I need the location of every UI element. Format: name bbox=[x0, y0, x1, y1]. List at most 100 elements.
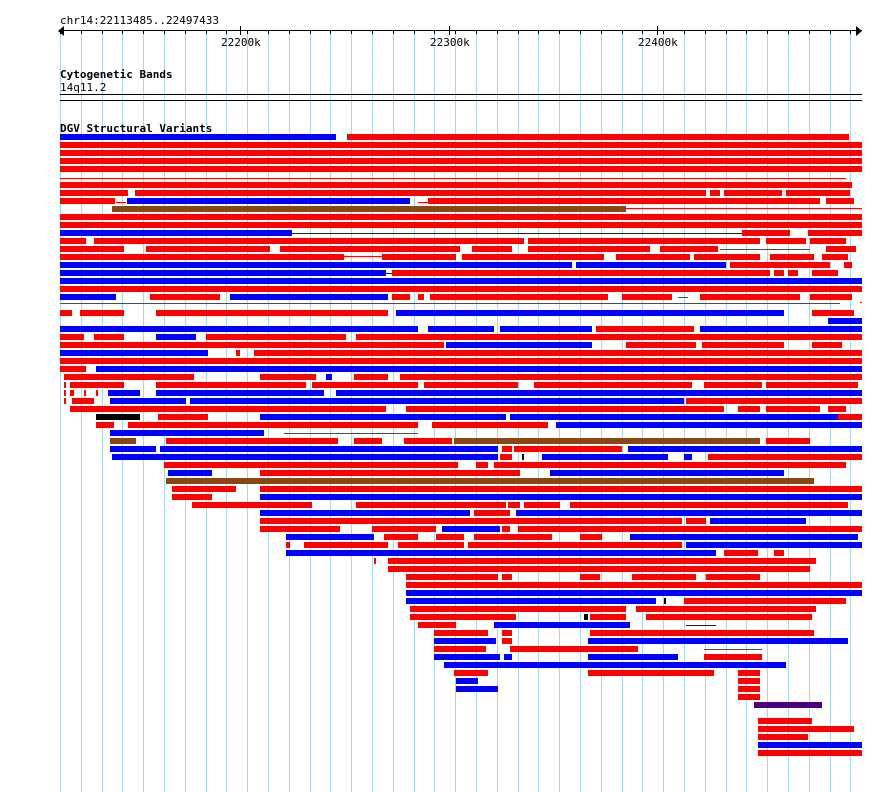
variant-feature[interactable] bbox=[626, 342, 696, 348]
variant-feature[interactable] bbox=[442, 526, 500, 532]
variant-feature[interactable] bbox=[96, 414, 140, 420]
variant-feature[interactable] bbox=[64, 374, 194, 380]
variant-feature[interactable] bbox=[788, 270, 798, 276]
variant-feature[interactable] bbox=[388, 558, 816, 564]
variant-feature[interactable] bbox=[766, 438, 810, 444]
variant-feature[interactable] bbox=[444, 662, 786, 668]
variant-feature[interactable] bbox=[580, 534, 602, 540]
variant-feature[interactable] bbox=[686, 518, 706, 524]
variant-feature[interactable] bbox=[254, 350, 862, 356]
variant-feature[interactable] bbox=[766, 382, 858, 388]
variant-feature[interactable] bbox=[110, 430, 264, 436]
variant-feature[interactable] bbox=[838, 414, 862, 420]
variant-feature[interactable] bbox=[738, 686, 760, 692]
variant-feature[interactable] bbox=[230, 294, 388, 300]
variant-feature[interactable] bbox=[372, 526, 436, 532]
variant-feature[interactable] bbox=[94, 334, 124, 340]
variant-feature[interactable] bbox=[630, 534, 858, 540]
variant-feature[interactable] bbox=[758, 742, 862, 748]
variant-feature[interactable] bbox=[528, 238, 760, 244]
variant-feature[interactable] bbox=[60, 262, 572, 268]
variant-feature[interactable] bbox=[356, 502, 506, 508]
variant-feature[interactable] bbox=[766, 406, 820, 412]
variant-feature[interactable] bbox=[456, 678, 478, 684]
variant-feature[interactable] bbox=[392, 294, 410, 300]
variant-feature[interactable] bbox=[400, 374, 862, 380]
variant-feature[interactable] bbox=[206, 334, 346, 340]
variant-feature[interactable] bbox=[502, 526, 510, 532]
variant-feature[interactable] bbox=[260, 470, 520, 476]
variant-feature[interactable] bbox=[684, 454, 692, 460]
variant-feature[interactable] bbox=[60, 278, 862, 284]
variant-feature[interactable] bbox=[160, 446, 498, 452]
variant-feature[interactable] bbox=[660, 246, 718, 252]
variant-feature[interactable] bbox=[502, 630, 512, 636]
variant-feature[interactable] bbox=[588, 654, 678, 660]
variant-feature[interactable] bbox=[702, 342, 784, 348]
dgv-track-title[interactable]: DGV Structural Variants bbox=[60, 122, 213, 135]
variant-feature[interactable] bbox=[70, 390, 74, 396]
variant-feature[interactable] bbox=[260, 374, 316, 380]
variant-feature[interactable] bbox=[502, 446, 512, 452]
variant-feature[interactable] bbox=[406, 598, 656, 604]
variant-feature[interactable] bbox=[60, 198, 115, 204]
variant-feature[interactable] bbox=[110, 398, 186, 404]
variant-feature[interactable] bbox=[347, 134, 849, 140]
variant-feature[interactable] bbox=[428, 198, 820, 204]
variant-feature[interactable] bbox=[822, 254, 848, 260]
variant-feature[interactable] bbox=[434, 630, 488, 636]
variant-feature[interactable] bbox=[534, 382, 692, 388]
variant-feature[interactable] bbox=[286, 550, 716, 556]
variant-feature[interactable] bbox=[166, 438, 338, 444]
variant-feature[interactable] bbox=[418, 294, 424, 300]
variant-feature[interactable] bbox=[164, 462, 458, 468]
variant-feature[interactable] bbox=[812, 310, 854, 316]
variant-feature[interactable] bbox=[135, 190, 706, 196]
variant-feature[interactable] bbox=[60, 230, 292, 236]
variant-feature[interactable] bbox=[398, 542, 464, 548]
variant-feature[interactable] bbox=[616, 254, 690, 260]
variant-feature[interactable] bbox=[474, 510, 510, 516]
variant-feature[interactable] bbox=[80, 310, 124, 316]
variant-feature[interactable] bbox=[556, 422, 862, 428]
variant-feature[interactable] bbox=[434, 638, 496, 644]
variant-feature[interactable] bbox=[710, 518, 806, 524]
variant-feature[interactable] bbox=[826, 246, 856, 252]
variant-feature[interactable] bbox=[280, 246, 460, 252]
variant-feature[interactable] bbox=[128, 422, 418, 428]
variant-feature[interactable] bbox=[192, 502, 312, 508]
variant-feature[interactable] bbox=[636, 606, 816, 612]
variant-feature[interactable] bbox=[60, 134, 336, 140]
variant-feature[interactable] bbox=[60, 150, 862, 156]
variant-feature[interactable] bbox=[428, 326, 494, 332]
variant-feature[interactable] bbox=[754, 702, 822, 708]
variant-feature[interactable] bbox=[528, 246, 650, 252]
variant-feature[interactable] bbox=[472, 246, 512, 252]
cytoband-track-title[interactable]: Cytogenetic Bands bbox=[60, 68, 173, 81]
variant-feature[interactable] bbox=[704, 654, 762, 660]
variant-feature[interactable] bbox=[60, 334, 84, 340]
variant-feature[interactable] bbox=[60, 238, 86, 244]
variant-feature[interactable] bbox=[96, 422, 114, 428]
variant-feature[interactable] bbox=[172, 486, 236, 492]
variant-feature[interactable] bbox=[60, 310, 72, 316]
variant-feature[interactable] bbox=[418, 622, 456, 628]
variant-feature[interactable] bbox=[96, 390, 98, 396]
variant-feature[interactable] bbox=[738, 694, 760, 700]
variant-feature[interactable] bbox=[758, 750, 862, 756]
variant-feature[interactable] bbox=[588, 670, 714, 676]
variant-feature[interactable] bbox=[168, 470, 212, 476]
variant-feature[interactable] bbox=[808, 230, 862, 236]
variant-feature[interactable] bbox=[60, 350, 208, 356]
variant-feature[interactable] bbox=[64, 390, 66, 396]
variant-feature[interactable] bbox=[64, 398, 66, 404]
variant-feature[interactable] bbox=[770, 254, 814, 260]
variant-feature[interactable] bbox=[738, 678, 760, 684]
variant-feature[interactable] bbox=[312, 382, 418, 388]
variant-feature[interactable] bbox=[406, 406, 724, 412]
variant-feature[interactable] bbox=[686, 542, 862, 548]
variant-feature[interactable] bbox=[70, 406, 386, 412]
variant-feature[interactable] bbox=[410, 606, 626, 612]
variant-feature[interactable] bbox=[596, 326, 694, 332]
variant-feature[interactable] bbox=[694, 254, 760, 260]
